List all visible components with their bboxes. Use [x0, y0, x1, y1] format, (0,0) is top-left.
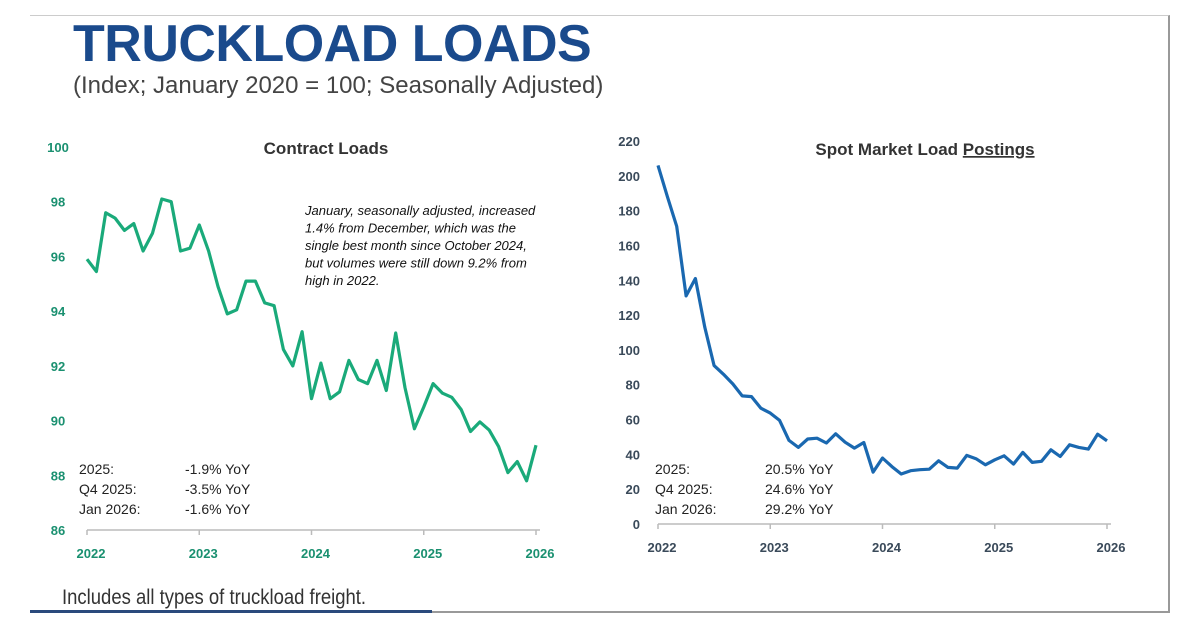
y-tick-label: 100 — [618, 343, 640, 358]
chart-title: Contract Loads — [264, 139, 389, 158]
annotation-line: single best month since October 2024, — [305, 238, 527, 253]
y-tick-label: 94 — [51, 304, 66, 319]
stat-label: 2025: — [655, 461, 690, 477]
y-tick-label: 60 — [626, 413, 640, 428]
stat-label: Jan 2026: — [79, 501, 141, 517]
x-tick-label: 2025 — [413, 546, 442, 561]
annotation-line: January, seasonally adjusted, increased — [304, 203, 536, 218]
y-tick-label: 140 — [618, 273, 640, 288]
y-tick-label: 90 — [51, 414, 65, 429]
x-tick-label: 2026 — [1097, 540, 1126, 555]
x-tick-label: 2026 — [526, 546, 555, 561]
stat-value: -1.6% YoY — [185, 501, 251, 517]
annotation-line: 1.4% from December, which was the — [305, 221, 516, 236]
page-subtitle: (Index; January 2020 = 100; Seasonally A… — [73, 72, 604, 99]
y-tick-label: 160 — [618, 238, 640, 253]
stat-value: -3.5% YoY — [185, 481, 251, 497]
y-tick-label: 0 — [633, 517, 640, 532]
footer-note: Includes all types of truckload freight. — [62, 586, 367, 609]
y-tick-label: 220 — [618, 134, 640, 149]
y-tick-label: 96 — [51, 249, 65, 264]
stat-label: Q4 2025: — [79, 481, 137, 497]
y-tick-label: 40 — [626, 447, 640, 462]
x-tick-label: 2023 — [189, 546, 218, 561]
stat-value: 29.2% YoY — [765, 501, 834, 517]
y-tick-label: 86 — [51, 523, 65, 538]
x-tick-label: 2024 — [301, 546, 331, 561]
x-tick-label: 2022 — [648, 540, 677, 555]
x-tick-label: 2022 — [77, 546, 106, 561]
stat-label: 2025: — [79, 461, 114, 477]
y-tick-label: 92 — [51, 359, 65, 374]
x-tick-label: 2025 — [984, 540, 1013, 555]
annotation-line: high in 2022. — [305, 273, 379, 288]
y-tick-label: 200 — [618, 169, 640, 184]
y-tick-label: 98 — [51, 195, 65, 210]
y-tick-label: 80 — [626, 378, 640, 393]
spot-postings-chart: Spot Market Load Postings 0 20 40 60 80 100 12… — [618, 134, 1125, 555]
y-tick-label: 20 — [626, 482, 640, 497]
chart-title: Spot Market Load Postings — [815, 140, 1034, 159]
y-tick-label: 88 — [51, 468, 65, 483]
chart-title-underlined: Postings — [963, 140, 1035, 159]
page-title: TRUCKLOAD LOADS — [73, 15, 592, 73]
y-tick-label: 100 — [47, 140, 69, 155]
stat-value: 24.6% YoY — [765, 481, 834, 497]
y-tick-label: 120 — [618, 308, 640, 323]
stat-label: Jan 2026: — [655, 501, 717, 517]
series-line — [656, 164, 1108, 476]
annotation-line: but volumes were still down 9.2% from — [305, 256, 527, 271]
stat-value: -1.9% YoY — [185, 461, 251, 477]
x-tick-label: 2023 — [760, 540, 789, 555]
chart-title-plain: Spot Market Load — [815, 140, 962, 159]
contract-loads-chart: Contract Loads 86 88 90 92 94 96 98 100 2022 2023… — [47, 139, 554, 561]
stat-value: 20.5% YoY — [765, 461, 834, 477]
y-tick-label: 180 — [618, 204, 640, 219]
footer-underline — [30, 610, 432, 613]
slide-frame — [30, 15, 1170, 613]
x-tick-label: 2024 — [872, 540, 902, 555]
stat-label: Q4 2025: — [655, 481, 713, 497]
